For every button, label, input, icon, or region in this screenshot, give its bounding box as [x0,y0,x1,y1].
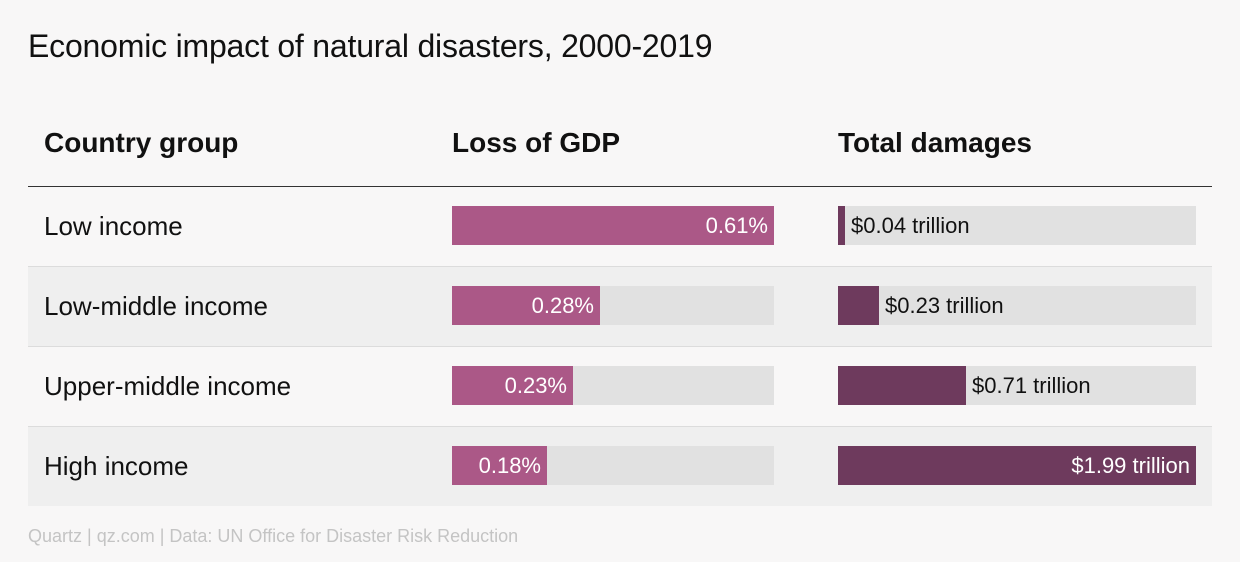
gdp-bar-track: 0.18% [452,446,774,485]
gdp-bar-track: 0.23% [452,366,774,405]
gdp-value-label: 0.61% [705,213,768,238]
gdp-bar [452,286,600,325]
gdp-value-label: 0.18% [478,453,541,478]
gdp-bar-track: 0.61% [452,206,774,245]
gdp-value-label: 0.28% [531,293,594,318]
damages-bar [838,286,879,325]
damages-value-label: $1.99 trillion [1071,453,1190,478]
table-row: Upper-middle income 0.23% $0.71 trillion [28,347,1212,427]
gdp-bar [452,446,547,485]
damages-bar-track: $0.23 trillion [838,286,1196,325]
page-title: Economic impact of natural disasters, 20… [28,28,713,64]
column-header-loss-of-gdp: Loss of GDP [452,127,621,158]
table-row: Low income 0.61% $0.04 trillion [28,187,1212,267]
damages-value-label: $0.04 trillion [851,213,970,238]
gdp-bar-track: 0.28% [452,286,774,325]
damages-bar-track: $1.99 trillion [838,446,1196,485]
damages-bar-track: $0.04 trillion [838,206,1196,245]
table-row: High income 0.18% $1.99 trillion [28,427,1212,506]
row-label: Upper-middle income [44,371,292,401]
column-header-total-damages: Total damages [838,127,1032,158]
gdp-bar [452,206,774,245]
damages-bar-track: $0.71 trillion [838,366,1196,405]
row-label: High income [44,451,189,481]
damages-bar [838,366,966,405]
gdp-value-label: 0.23% [504,373,567,398]
column-header-country-group: Country group [44,127,239,158]
table-body: Low income 0.61% $0.04 trillion Low-middle … [28,187,1212,506]
damages-value-label: $0.23 trillion [885,293,1004,318]
damages-bar [838,206,845,245]
source-footer: Quartz | qz.com | Data: UN Office for Di… [28,526,519,546]
row-label: Low-middle income [44,291,268,321]
damages-value-label: $0.71 trillion [972,373,1091,398]
gdp-bar [452,366,573,405]
row-label: Low income [44,211,183,241]
table-header: Country group Loss of GDP Total damages [28,100,1212,189]
damages-bar [838,446,1196,485]
table-row: Low-middle income 0.28% $0.23 trillion [28,267,1212,347]
